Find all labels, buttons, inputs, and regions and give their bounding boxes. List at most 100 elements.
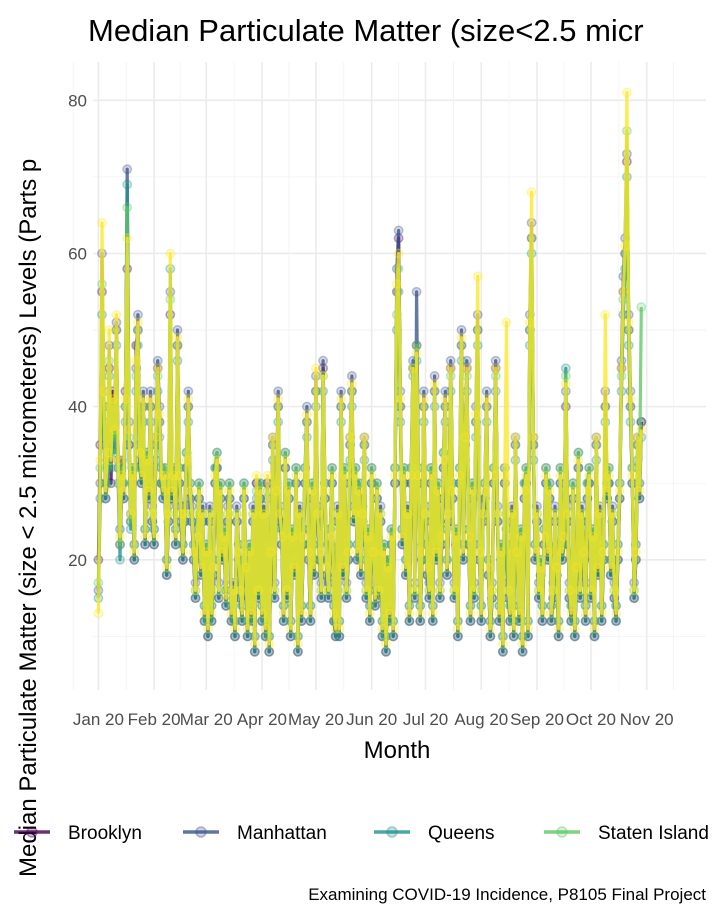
data-point (161, 570, 172, 581)
x-tick-label: Oct 20 (566, 710, 616, 729)
data-point (190, 593, 201, 604)
data-point (249, 646, 260, 657)
data-point (341, 585, 352, 596)
data-point (623, 317, 634, 328)
data-point (350, 470, 361, 481)
data-point (517, 646, 528, 657)
data-point (237, 608, 248, 619)
data-point (548, 585, 559, 596)
data-point (381, 639, 391, 649)
data-point (372, 485, 382, 496)
data-point (305, 608, 316, 619)
data-point (476, 608, 487, 619)
data-point (560, 378, 571, 389)
data-point (505, 608, 516, 619)
data-point (283, 485, 294, 496)
data-point (129, 554, 140, 565)
data-point (434, 593, 445, 604)
data-point (366, 462, 377, 473)
data-point (408, 363, 418, 374)
data-point (316, 593, 327, 604)
data-point (490, 355, 501, 366)
data-point (458, 547, 469, 558)
data-point (107, 394, 118, 404)
legend-label: Staten Island (598, 823, 709, 844)
data-point (429, 371, 440, 381)
data-point (397, 531, 408, 542)
data-point (550, 508, 560, 519)
data-point (183, 394, 194, 404)
data-point (602, 485, 613, 496)
data-point (203, 623, 213, 634)
data-point (343, 547, 354, 558)
data-point (267, 432, 278, 443)
data-point (422, 562, 433, 573)
data-point (194, 478, 205, 489)
data-point (127, 470, 138, 481)
data-point (314, 547, 325, 558)
data-point (222, 508, 233, 519)
data-point (303, 547, 314, 558)
data-point (524, 317, 535, 328)
data-point (98, 386, 109, 397)
data-point (519, 485, 530, 496)
data-point (230, 631, 240, 642)
data-point (323, 585, 334, 596)
data-point (221, 593, 231, 604)
data-point (452, 631, 463, 642)
data-point (233, 547, 244, 558)
data-point (535, 562, 546, 573)
data-point (395, 394, 406, 404)
data-point (149, 539, 160, 550)
y-tick-label: 80 (68, 91, 87, 110)
data-point (152, 363, 163, 374)
data-point (213, 593, 224, 604)
data-point (204, 508, 215, 519)
data-point (278, 616, 289, 627)
legend-swatch-point (26, 826, 38, 838)
data-point (636, 302, 647, 313)
data-point (497, 639, 508, 649)
data-point (294, 508, 305, 519)
x-axis-title: Month (364, 737, 431, 764)
data-point (506, 508, 517, 519)
data-point (258, 508, 269, 519)
data-point (172, 332, 183, 343)
data-point (364, 608, 375, 619)
data-point (596, 608, 607, 619)
data-point (141, 455, 152, 466)
data-point (224, 478, 235, 489)
data-point (337, 562, 348, 573)
data-point (438, 455, 449, 466)
data-point (363, 531, 373, 542)
data-point (116, 470, 127, 481)
data-point (104, 325, 115, 335)
caption: Examining COVID-19 Incidence, P8105 Fina… (308, 885, 706, 904)
data-point (95, 455, 106, 466)
data-point (292, 646, 303, 657)
data-point (553, 623, 564, 634)
data-point (611, 616, 622, 627)
data-point (111, 309, 122, 320)
data-point (257, 608, 267, 619)
legend-swatch-point (195, 826, 207, 838)
data-point (582, 485, 593, 496)
x-tick-label: Jan 20 (73, 710, 124, 729)
data-point (404, 616, 415, 627)
data-point (452, 623, 463, 634)
data-point (181, 455, 192, 466)
data-point (159, 470, 170, 481)
data-point (291, 462, 302, 473)
data-point (562, 508, 573, 519)
data-point (231, 501, 242, 512)
data-point (629, 593, 640, 604)
y-axis-title: Median Particulate Matter (size < 2.5 mi… (15, 159, 42, 877)
series-layer (93, 87, 647, 657)
data-point (463, 531, 474, 542)
data-point (278, 608, 289, 619)
data-point (460, 432, 471, 443)
data-point (203, 631, 213, 642)
data-point (244, 547, 255, 558)
data-point (442, 562, 453, 573)
data-point (273, 386, 284, 397)
